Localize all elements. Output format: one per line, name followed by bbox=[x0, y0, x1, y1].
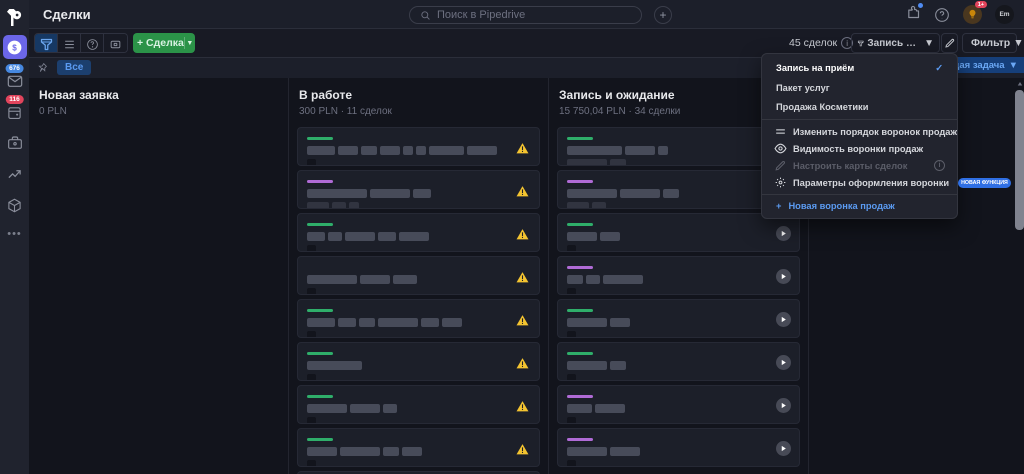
svg-text:$: $ bbox=[12, 43, 17, 52]
